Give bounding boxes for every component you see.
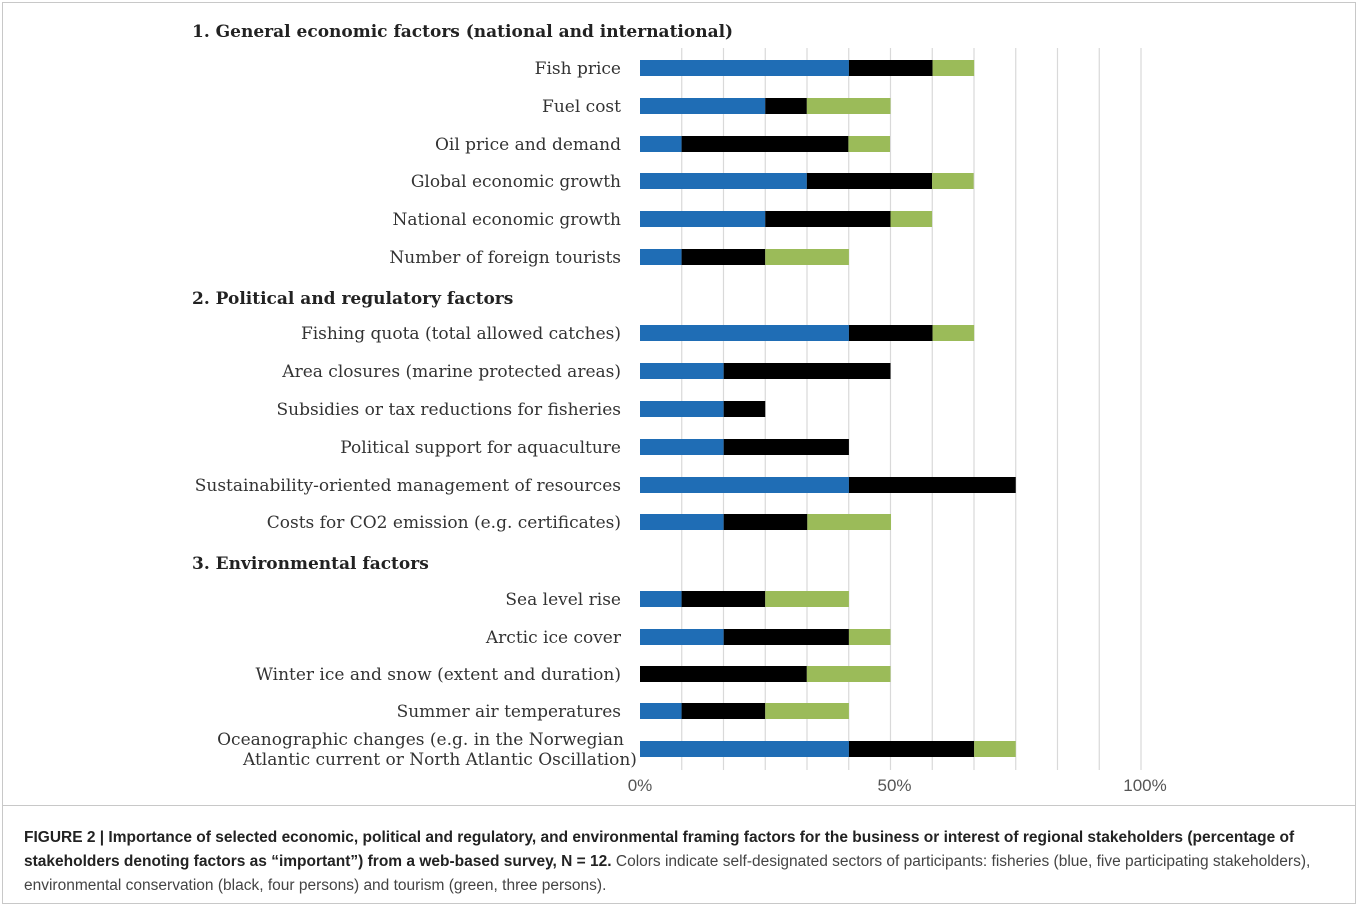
category-label: Winter ice and snow (extent and duration…: [255, 665, 621, 685]
bar-segment-fisheries: [640, 363, 724, 379]
bar-segment-tourism: [807, 514, 892, 530]
bar-segment-tourism: [932, 325, 975, 341]
stacked-bar-chart: 1. General economic factors (national an…: [192, 22, 1167, 795]
category-label: Summer air temperatures: [397, 702, 621, 722]
bar-segment-tourism: [765, 591, 849, 607]
bar-segment-conservation: [681, 249, 766, 265]
bar-segment-tourism: [974, 741, 1016, 757]
group-label: 1. General economic factors (national an…: [192, 22, 733, 42]
bar-segment-tourism: [848, 629, 891, 645]
bar-segment-conservation: [723, 401, 766, 417]
bar-segment-conservation: [765, 98, 807, 114]
bar-segment-fisheries: [640, 249, 682, 265]
bar-segment-fisheries: [640, 741, 849, 757]
figure-caption: FIGURE 2 | Importance of selected econom…: [24, 826, 1342, 898]
bar-segment-conservation: [765, 211, 891, 227]
bar-segment-tourism: [932, 173, 974, 189]
bar-segment-fisheries: [640, 401, 724, 417]
bar-segment-conservation: [723, 363, 891, 379]
bar-segment-tourism: [890, 211, 933, 227]
category-label: Subsidies or tax reductions for fisherie…: [277, 400, 621, 420]
category-label: Sea level rise: [505, 590, 621, 610]
bar-segment-conservation: [848, 741, 975, 757]
bar-segment-fisheries: [640, 591, 682, 607]
group-label: 2. Political and regulatory factors: [192, 289, 513, 309]
category-label: Political support for aquaculture: [340, 438, 621, 458]
bar-segment-fisheries: [640, 211, 766, 227]
category-label: Fuel cost: [542, 97, 621, 117]
bar-segment-conservation: [848, 325, 933, 341]
bar-segment-conservation: [640, 666, 807, 682]
category-label: Arctic ice cover: [485, 628, 622, 648]
category-label: Oil price and demand: [435, 135, 621, 155]
x-tick-label: 0%: [628, 776, 653, 795]
bar-segment-fisheries: [640, 60, 849, 76]
category-label: Global economic growth: [411, 172, 621, 192]
category-label: Fishing quota (total allowed catches): [301, 324, 621, 344]
category-label: Costs for CO2 emission (e.g. certificate…: [267, 513, 621, 533]
caption-title: FIGURE 2 | Importance of selected econom…: [24, 829, 1295, 870]
bar-segment-conservation: [681, 591, 766, 607]
bar-segment-conservation: [848, 60, 933, 76]
bars: [640, 60, 1016, 757]
group-label: 3. Environmental factors: [192, 554, 429, 574]
bar-segment-tourism: [765, 703, 849, 719]
bar-segment-fisheries: [640, 477, 849, 493]
x-tick-label: 50%: [877, 776, 911, 795]
bar-segment-fisheries: [640, 325, 849, 341]
bar-segment-tourism: [932, 60, 975, 76]
x-axis-ticks: 0% 50% 100%: [628, 776, 1167, 795]
bar-segment-tourism: [848, 136, 890, 152]
bar-segment-fisheries: [640, 439, 724, 455]
category-label: Fish price: [535, 59, 621, 79]
category-labels: 1. General economic factors (national an…: [192, 22, 733, 770]
bar-segment-fisheries: [640, 703, 682, 719]
bar-segment-conservation: [848, 477, 1016, 493]
category-label: Sustainability-oriented management of re…: [195, 476, 621, 496]
bar-segment-tourism: [806, 666, 891, 682]
bar-segment-fisheries: [640, 173, 807, 189]
caption-body: Colors indicate self-designated sectors …: [24, 853, 1311, 894]
bar-segment-fisheries: [640, 98, 766, 114]
bar-segment-fisheries: [640, 629, 724, 645]
bar-segment-fisheries: [640, 136, 682, 152]
bar-segment-fisheries: [640, 514, 724, 530]
bar-segment-conservation: [681, 136, 849, 152]
bar-segment-tourism: [765, 249, 849, 265]
category-label: Number of foreign tourists: [389, 248, 621, 268]
category-label: Atlantic current or North Atlantic Oscil…: [242, 750, 637, 770]
bar-segment-conservation: [681, 703, 766, 719]
category-label: Area closures (marine protected areas): [281, 362, 621, 382]
gridlines: [681, 48, 1142, 770]
x-tick-label: 100%: [1123, 776, 1166, 795]
category-label: National economic growth: [393, 210, 622, 230]
bar-segment-tourism: [806, 98, 891, 114]
category-label: Oceanographic changes (e.g. in the Norwe…: [217, 730, 624, 750]
caption-divider: [3, 805, 1355, 806]
bar-segment-conservation: [806, 173, 933, 189]
bar-segment-conservation: [723, 439, 849, 455]
bar-segment-conservation: [723, 514, 808, 530]
bar-segment-conservation: [723, 629, 849, 645]
